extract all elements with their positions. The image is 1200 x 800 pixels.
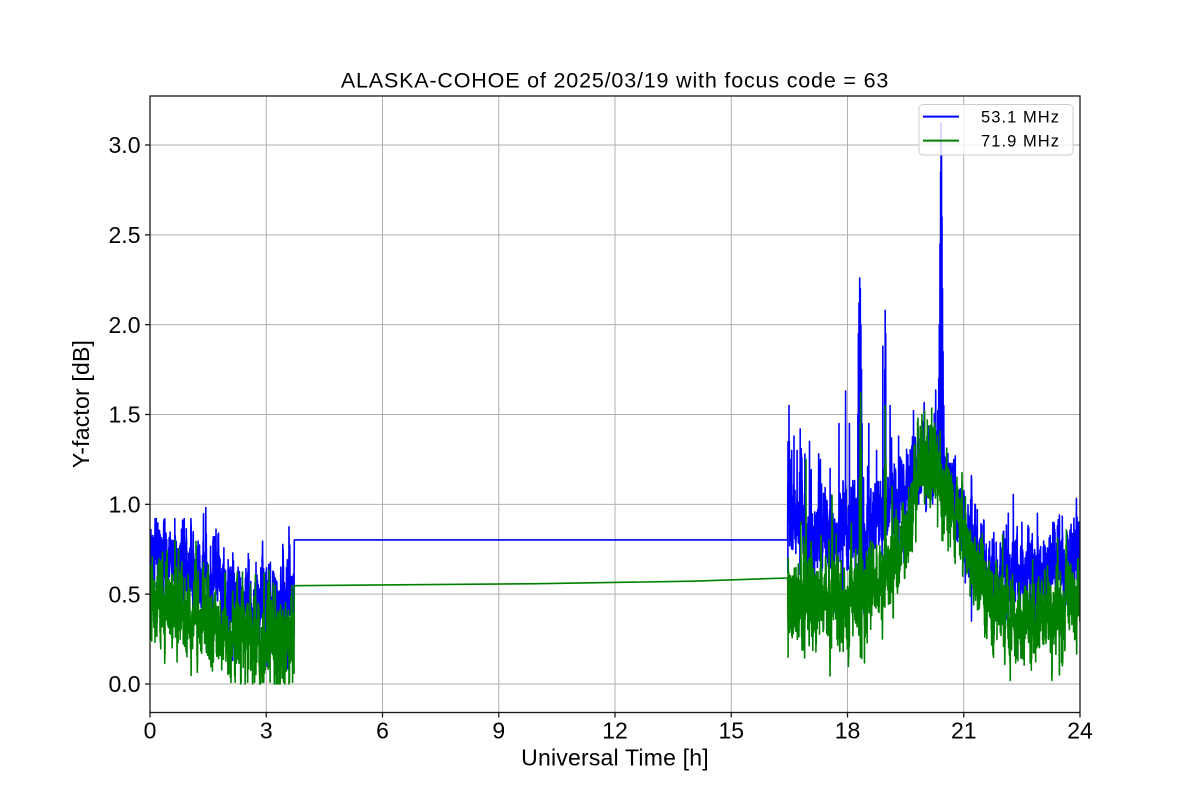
svg-text:53.1 MHz: 53.1 MHz xyxy=(981,109,1060,127)
svg-text:0.5: 0.5 xyxy=(109,581,141,607)
svg-text:3.0: 3.0 xyxy=(109,132,141,158)
svg-text:15: 15 xyxy=(718,718,744,744)
svg-text:1.5: 1.5 xyxy=(109,402,141,428)
svg-text:9: 9 xyxy=(492,718,505,744)
svg-text:3: 3 xyxy=(260,718,273,744)
svg-text:Y-factor [dB]: Y-factor [dB] xyxy=(68,340,94,468)
svg-text:6: 6 xyxy=(376,718,389,744)
svg-text:Universal Time [h]: Universal Time [h] xyxy=(521,745,709,771)
svg-text:2.5: 2.5 xyxy=(109,222,141,248)
svg-text:12: 12 xyxy=(602,718,628,744)
svg-text:2.0: 2.0 xyxy=(109,312,141,338)
svg-text:71.9 MHz: 71.9 MHz xyxy=(981,133,1060,151)
svg-text:21: 21 xyxy=(951,718,977,744)
svg-text:ALASKA-COHOE of 2025/03/19 wit: ALASKA-COHOE of 2025/03/19 with focus co… xyxy=(341,69,889,93)
svg-text:0.0: 0.0 xyxy=(109,671,141,697)
svg-text:0: 0 xyxy=(144,718,157,744)
svg-text:18: 18 xyxy=(835,718,861,744)
svg-text:1.0: 1.0 xyxy=(109,492,141,518)
svg-text:24: 24 xyxy=(1067,718,1093,744)
